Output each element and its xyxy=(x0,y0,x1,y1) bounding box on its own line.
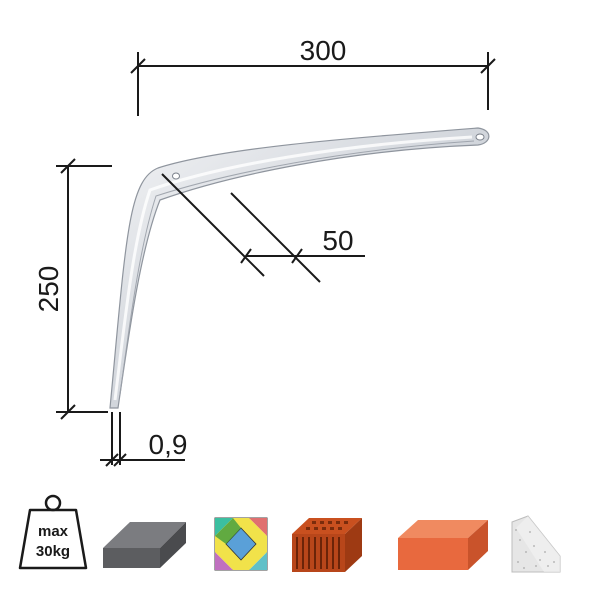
thickness-dimension: 0,9 xyxy=(100,412,188,467)
hollow-brick-icon xyxy=(292,518,362,572)
height-dimension: 250 xyxy=(33,158,112,420)
height-label: 250 xyxy=(33,266,64,313)
tile-icon xyxy=(214,517,268,571)
bracket-body xyxy=(109,127,490,409)
shelf-bracket xyxy=(109,127,490,409)
depth-label: 50 xyxy=(322,225,353,256)
thickness-label: 0,9 xyxy=(149,429,188,460)
depth-dimension: 50 xyxy=(161,173,365,283)
bracket-rib-shadow xyxy=(119,140,475,396)
bracket-rib xyxy=(113,135,473,401)
width-dimension: 300 xyxy=(130,35,496,116)
width-label: 300 xyxy=(300,35,347,66)
concrete-slab-icon xyxy=(103,522,186,568)
screw-hole-corner xyxy=(172,172,180,180)
max-load-weight-icon: max 30kg xyxy=(18,494,88,570)
icon-row: max 30kg xyxy=(18,494,561,573)
max-label: max xyxy=(38,523,69,540)
weight-label: 30kg xyxy=(36,543,70,560)
solid-brick-icon xyxy=(398,520,488,570)
stone-block-icon xyxy=(511,515,561,573)
screw-hole-end xyxy=(475,133,485,141)
